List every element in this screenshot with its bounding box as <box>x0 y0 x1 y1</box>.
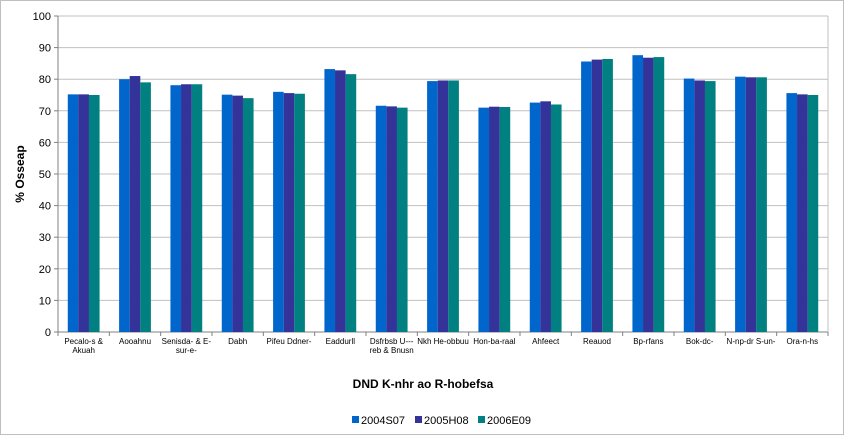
bar-2005H08 <box>78 94 89 332</box>
x-category-label: Dabh <box>228 337 247 346</box>
bar-2005H08 <box>129 76 141 332</box>
legend-swatch <box>352 416 359 423</box>
x-category-label: Pecalo-s & <box>64 337 103 346</box>
bar-2004S07 <box>375 105 387 332</box>
x-category-label: Eaddurll <box>326 337 356 346</box>
bar-2005H08 <box>489 106 500 332</box>
y-tick-label: 50 <box>39 169 51 181</box>
bar-2004S07 <box>581 61 592 333</box>
y-tick-label: 100 <box>33 11 51 23</box>
x-axis-categories: Pecalo-s &Akuah Aooahnu Senisda- & E-sur-e… <box>57 332 829 355</box>
bar-2004S07 <box>632 55 644 333</box>
bar-2005H08 <box>591 59 603 332</box>
legend-label: 2004S07 <box>361 415 405 427</box>
y-tick-label: 10 <box>39 295 51 307</box>
y-tick-label: 80 <box>39 74 51 86</box>
x-category-label: Bok-dc- <box>686 337 714 346</box>
bar-2004S07 <box>170 85 182 332</box>
bar-2004S07 <box>67 94 79 332</box>
y-axis-title: % Osseap <box>13 145 27 202</box>
bar-2004S07 <box>221 94 233 333</box>
y-tick-label: 40 <box>39 201 51 213</box>
bar-2006E09 <box>756 77 767 332</box>
x-category-label: Dsfrbsb U--- <box>370 337 414 346</box>
bar-2004S07 <box>119 79 130 332</box>
bar-2004S07 <box>427 81 438 332</box>
bar-2006E09 <box>345 74 357 333</box>
x-category-label: N-np-dr S-un- <box>727 337 776 346</box>
y-tick-label: 0 <box>45 327 51 339</box>
x-category-label: Bp-rfans <box>633 337 663 346</box>
x-category-label: Akuah <box>72 346 95 355</box>
y-axis-ticks: 0 10 20 30 40 50 60 70 80 90 100 <box>33 11 58 339</box>
y-tick-label: 90 <box>39 43 51 55</box>
bar-2005H08 <box>797 94 808 332</box>
bar-2004S07 <box>786 93 798 332</box>
bar-2006E09 <box>499 107 511 333</box>
x-category-label: Ora-n-hs <box>787 337 819 346</box>
bar-2005H08 <box>437 80 449 333</box>
bar-2006E09 <box>191 84 203 332</box>
bar-2005H08 <box>232 95 243 332</box>
bar-2005H08 <box>335 70 346 333</box>
bar-2005H08 <box>745 77 757 332</box>
bar-2005H08 <box>386 106 397 332</box>
bar-2006E09 <box>294 93 305 333</box>
x-category-label: Pifeu Ddner- <box>267 337 312 346</box>
x-category-label: Nkh He-obbuu <box>417 337 469 346</box>
x-category-label: Reauod <box>583 337 611 346</box>
bar-2006E09 <box>602 58 613 332</box>
x-category-label: Hon-ba-raal <box>473 337 515 346</box>
x-category-label: Aooahnu <box>119 337 151 346</box>
y-tick-label: 60 <box>39 137 51 149</box>
y-tick-label: 30 <box>39 232 51 244</box>
x-category-label: Ahfeect <box>532 337 560 346</box>
bar-2006E09 <box>88 95 100 332</box>
bar-2005H08 <box>181 84 192 332</box>
bar-2005H08 <box>643 57 654 332</box>
bar-2006E09 <box>807 95 819 332</box>
bar-2005H08 <box>540 101 551 332</box>
legend-item: 2005H08 <box>415 415 469 427</box>
bar-2006E09 <box>550 104 562 332</box>
bar-2006E09 <box>140 82 151 332</box>
bar-2005H08 <box>694 80 705 333</box>
legend-swatch <box>415 416 422 423</box>
legend-item: 2004S07 <box>352 415 405 427</box>
bar-2004S07 <box>324 69 336 332</box>
bar-2004S07 <box>478 107 490 332</box>
x-category-label: reb & Bnusn <box>370 346 414 355</box>
bar-2006E09 <box>396 107 408 332</box>
bar-2004S07 <box>273 91 284 332</box>
bar-2006E09 <box>242 98 254 332</box>
bar-2006E09 <box>448 80 459 333</box>
bars <box>67 55 819 333</box>
bar-2004S07 <box>529 102 541 332</box>
bar-2004S07 <box>735 76 746 332</box>
legend-swatch <box>478 416 485 423</box>
bar-2006E09 <box>704 81 716 332</box>
legend-label: 2005H08 <box>424 415 469 427</box>
legend-label: 2006E09 <box>487 415 531 427</box>
legend: 2004S07 2005H08 2006E09 <box>352 415 531 427</box>
x-axis-title: DND K-nhr ao R-hobefsa <box>353 377 494 391</box>
bar-2005H08 <box>283 93 295 332</box>
x-category-label: sur-e- <box>176 346 197 355</box>
bar-2006E09 <box>653 57 665 333</box>
y-tick-label: 20 <box>39 264 51 276</box>
y-tick-label: 70 <box>39 106 51 118</box>
bar-2004S07 <box>683 78 695 333</box>
legend-item: 2006E09 <box>478 415 531 427</box>
x-category-label: Senisda- & E- <box>162 337 212 346</box>
